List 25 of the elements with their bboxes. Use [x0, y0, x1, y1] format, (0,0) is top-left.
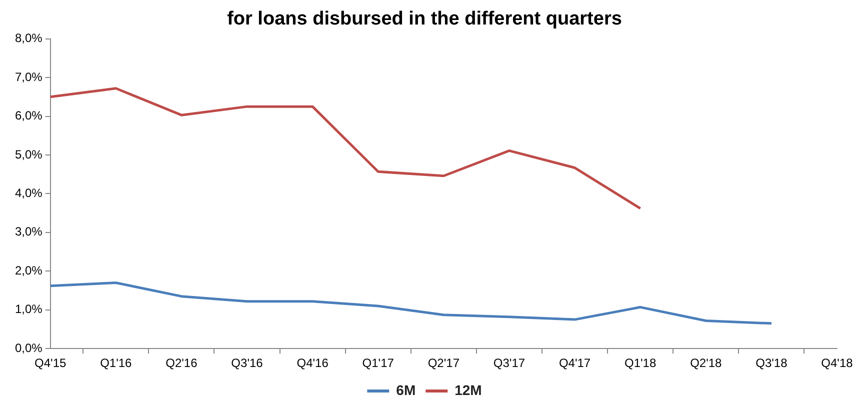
x-tick-label: Q3'17 — [493, 356, 526, 370]
y-tick-label: 4,0% — [14, 186, 43, 200]
y-tick-label: 7,0% — [14, 70, 43, 84]
x-tick-label: Q4'18 — [821, 356, 854, 370]
x-tick-label: Q1'17 — [362, 356, 394, 370]
x-tick-label: Q2'17 — [428, 356, 460, 370]
y-tick-label: 3,0% — [14, 224, 43, 239]
x-tick-label: Q4'16 — [296, 356, 329, 370]
x-tick-label: Q1'18 — [624, 356, 656, 370]
y-tick-label: 2,0% — [14, 263, 43, 278]
legend-label: 12M — [454, 382, 482, 398]
x-tick-label: Q4'17 — [558, 356, 591, 370]
x-tick-label: Q2'18 — [690, 356, 722, 370]
y-tick-label: 6,0% — [14, 108, 43, 123]
y-tick-label: 0,0% — [14, 340, 43, 355]
legend-label: 6M — [396, 382, 416, 398]
chart-title: for loans disbursed in the different quarters — [227, 8, 622, 30]
y-tick-label: 5,0% — [14, 147, 43, 162]
y-tick-label: 8,0% — [14, 31, 43, 46]
y-tick-label: 1,0% — [14, 302, 43, 316]
x-tick-label: Q2'16 — [166, 356, 198, 370]
x-tick-label: Q3'18 — [756, 356, 788, 370]
x-tick-label: Q4'15 — [34, 356, 66, 370]
x-tick-label: Q1'16 — [100, 356, 132, 370]
x-tick-label: Q3'16 — [231, 356, 264, 370]
